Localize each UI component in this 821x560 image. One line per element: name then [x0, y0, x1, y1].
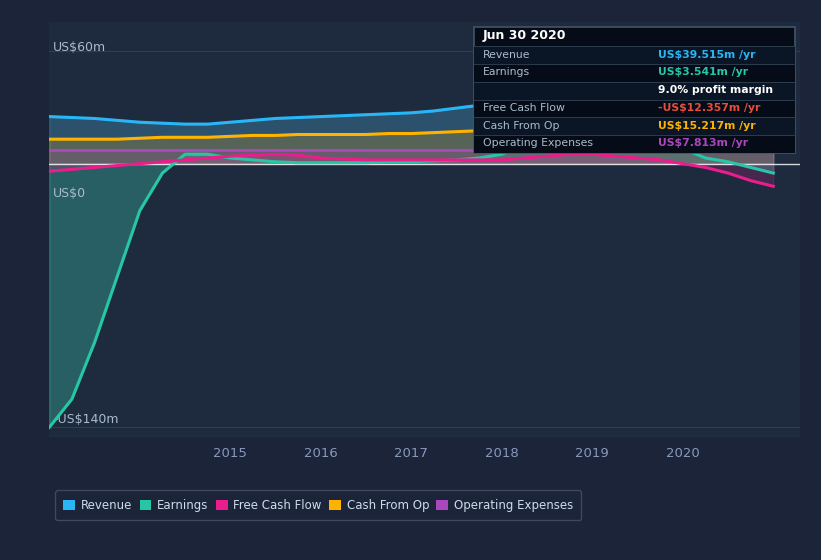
Text: Cash From Op: Cash From Op — [483, 120, 559, 130]
Text: Operating Expenses: Operating Expenses — [483, 138, 593, 148]
FancyBboxPatch shape — [474, 135, 796, 153]
Text: US$15.217m /yr: US$15.217m /yr — [658, 120, 755, 130]
FancyBboxPatch shape — [474, 46, 796, 64]
Text: Free Cash Flow: Free Cash Flow — [483, 103, 565, 113]
FancyBboxPatch shape — [474, 82, 796, 100]
FancyBboxPatch shape — [474, 64, 796, 82]
FancyBboxPatch shape — [474, 118, 796, 135]
Text: US$39.515m /yr: US$39.515m /yr — [658, 50, 755, 59]
Text: 9.0% profit margin: 9.0% profit margin — [658, 85, 773, 95]
Text: US$3.541m /yr: US$3.541m /yr — [658, 67, 748, 77]
Text: Earnings: Earnings — [483, 67, 530, 77]
Text: Revenue: Revenue — [483, 50, 530, 59]
Text: US$7.813m /yr: US$7.813m /yr — [658, 138, 748, 148]
FancyBboxPatch shape — [474, 100, 796, 118]
Legend: Revenue, Earnings, Free Cash Flow, Cash From Op, Operating Expenses: Revenue, Earnings, Free Cash Flow, Cash … — [55, 491, 581, 520]
Text: -US$12.357m /yr: -US$12.357m /yr — [658, 103, 760, 113]
Text: Jun 30 2020: Jun 30 2020 — [483, 29, 566, 42]
FancyBboxPatch shape — [474, 26, 796, 153]
Text: US$0: US$0 — [53, 186, 86, 199]
Text: US$60m: US$60m — [53, 41, 106, 54]
Text: -US$140m: -US$140m — [53, 413, 118, 427]
